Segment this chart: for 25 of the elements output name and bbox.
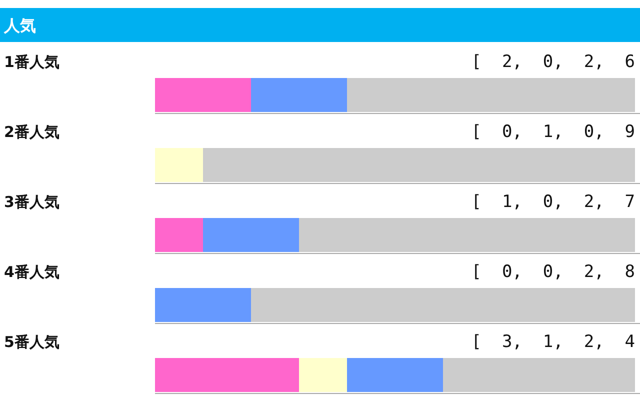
y-tick-label: 3番人気 xyxy=(4,193,60,211)
annotation: [ 2, 0, 2, 6 xyxy=(471,52,635,72)
y-tick-label: 2番人気 xyxy=(4,123,60,141)
bar xyxy=(203,218,299,252)
y-tick-label: 4番人気 xyxy=(4,263,60,281)
bar xyxy=(203,148,635,182)
y-tick-label: 1番人気 xyxy=(4,53,60,71)
text: 人気 xyxy=(3,16,36,35)
bar xyxy=(299,358,347,392)
bar xyxy=(443,358,635,392)
bar xyxy=(155,78,251,112)
bar xyxy=(155,358,299,392)
annotation: [ 0, 0, 2, 8 xyxy=(471,262,635,282)
annotation: [ 1, 0, 2, 7 xyxy=(471,192,635,212)
annotation: [ 3, 1, 2, 4 xyxy=(471,332,635,352)
bar xyxy=(299,218,635,252)
bar xyxy=(347,358,443,392)
annotation: [ 0, 1, 0, 9 xyxy=(471,122,635,142)
bar xyxy=(251,288,635,322)
bar xyxy=(155,148,203,182)
bar xyxy=(251,78,347,112)
y-tick-label: 5番人気 xyxy=(4,333,60,351)
bar xyxy=(347,78,635,112)
bar xyxy=(155,218,203,252)
bar xyxy=(155,288,251,322)
